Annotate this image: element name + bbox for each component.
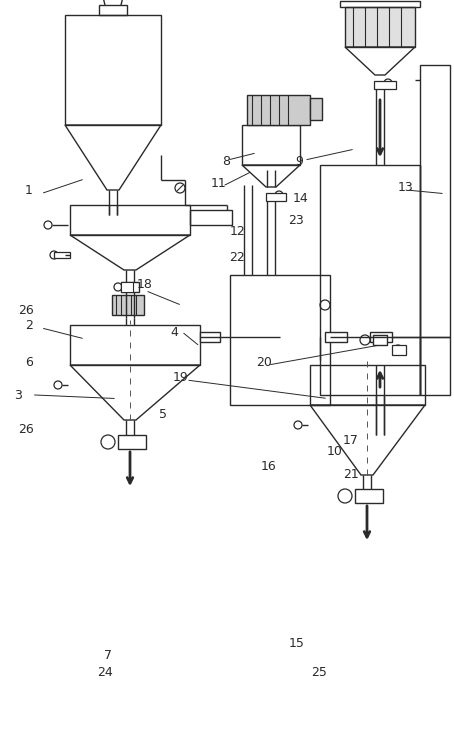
Text: 25: 25 xyxy=(311,667,327,679)
Text: 6: 6 xyxy=(25,356,33,369)
Text: 11: 11 xyxy=(211,177,227,190)
Text: 18: 18 xyxy=(136,278,152,291)
Bar xyxy=(121,282,139,292)
Bar xyxy=(310,98,322,120)
Bar xyxy=(325,332,347,342)
Bar xyxy=(99,5,127,15)
Bar xyxy=(392,345,406,355)
Bar xyxy=(118,435,146,449)
Bar xyxy=(65,15,161,125)
Text: 21: 21 xyxy=(343,468,359,481)
Text: 8: 8 xyxy=(222,155,231,168)
Bar xyxy=(310,365,425,405)
Bar xyxy=(340,1,420,7)
Text: 1: 1 xyxy=(25,185,33,197)
Text: 2: 2 xyxy=(25,319,33,332)
Bar xyxy=(54,252,70,258)
Bar xyxy=(266,193,286,201)
Bar xyxy=(230,275,330,405)
Bar xyxy=(355,489,383,503)
Text: 5: 5 xyxy=(159,408,167,421)
Text: 16: 16 xyxy=(261,460,277,473)
Text: 3: 3 xyxy=(14,390,21,402)
Text: 13: 13 xyxy=(397,181,413,194)
Text: 4: 4 xyxy=(170,326,178,339)
Bar xyxy=(247,95,310,125)
Text: 26: 26 xyxy=(18,304,34,317)
Text: 10: 10 xyxy=(327,446,343,458)
Bar xyxy=(190,210,232,225)
Text: 14: 14 xyxy=(293,192,309,205)
Text: 19: 19 xyxy=(173,371,188,384)
Text: 17: 17 xyxy=(343,434,359,447)
Text: 24: 24 xyxy=(98,667,114,679)
Bar xyxy=(200,332,220,342)
Text: 7: 7 xyxy=(104,649,113,662)
Bar xyxy=(70,325,200,365)
Text: 12: 12 xyxy=(229,226,245,238)
Text: 22: 22 xyxy=(229,252,245,264)
Text: 9: 9 xyxy=(295,155,303,168)
Bar xyxy=(420,65,450,395)
Bar xyxy=(121,282,133,292)
Text: 26: 26 xyxy=(18,423,34,436)
Bar xyxy=(320,165,420,395)
Bar xyxy=(370,332,392,342)
Bar xyxy=(242,125,300,165)
Bar xyxy=(374,81,396,89)
Bar xyxy=(345,7,415,47)
Bar xyxy=(112,295,144,315)
Bar xyxy=(373,335,387,345)
Text: 15: 15 xyxy=(288,638,304,650)
Bar xyxy=(70,205,190,235)
Text: 20: 20 xyxy=(257,356,272,369)
Text: 23: 23 xyxy=(288,215,304,227)
